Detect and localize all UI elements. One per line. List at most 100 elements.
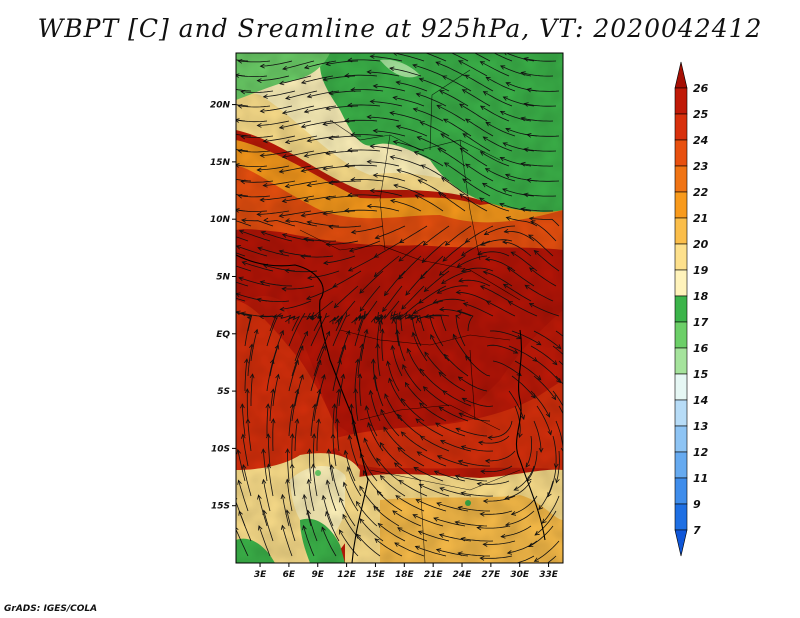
lon-tick-label: 30E [510, 570, 530, 580]
colorbar-label: 9 [693, 498, 701, 511]
streamline [534, 250, 560, 272]
streamline [374, 538, 403, 557]
streamline [323, 75, 356, 81]
streamline-arrow [404, 311, 410, 317]
streamline-arrow [306, 509, 311, 515]
streamline-arrow [347, 267, 354, 272]
colorbar-swatch [674, 217, 688, 245]
streamline-arrow [536, 375, 542, 381]
streamline [242, 464, 252, 497]
streamline [436, 502, 469, 512]
streamline [504, 231, 535, 242]
streamline [282, 494, 290, 527]
streamline-arrow [552, 360, 558, 366]
streamline [450, 53, 469, 62]
streamline [390, 112, 422, 122]
streamline [238, 511, 252, 542]
streamline [437, 148, 466, 167]
streamline-arrow [528, 267, 535, 273]
streamline [351, 134, 384, 137]
streamline-arrow [442, 256, 448, 262]
streamline-arrow [289, 463, 295, 469]
streamline-arrow [220, 307, 224, 311]
streamline-arrow [393, 310, 399, 316]
streamline-arrow [329, 318, 334, 325]
streamline-arrow [334, 418, 340, 424]
streamline [310, 404, 316, 437]
streamline [291, 464, 296, 497]
streamline-arrow [336, 317, 341, 323]
streamline [323, 120, 356, 125]
streamline [502, 188, 535, 197]
streamline [286, 479, 293, 512]
streamline-arrow [236, 448, 241, 455]
streamline [511, 495, 538, 515]
streamline [339, 529, 359, 557]
streamline-arrow [258, 314, 265, 320]
streamline [301, 210, 334, 217]
lat-tick-label: 10N [210, 215, 231, 225]
colorbar-swatch [674, 139, 688, 167]
streamline [279, 120, 312, 129]
streamline [281, 525, 293, 557]
streamline [433, 517, 466, 527]
streamline [257, 247, 290, 257]
streamline-arrow [236, 527, 239, 531]
streamline-arrow [367, 421, 372, 428]
streamline [367, 71, 400, 77]
streamline [329, 225, 362, 228]
streamline-arrow [397, 446, 403, 452]
border-line [429, 69, 471, 151]
streamline [344, 164, 378, 167]
streamline-arrow [500, 533, 506, 539]
streamline-arrow [263, 217, 269, 223]
colorbar-swatch [674, 347, 688, 375]
streamline-arrow [418, 483, 424, 489]
footer-credit: GrADS: IGES/COLA [4, 604, 98, 614]
streamline-arrow [324, 312, 330, 319]
streamline-arrow [415, 418, 421, 424]
streamline-arrow [265, 433, 271, 439]
streamline [272, 418, 274, 452]
streamline [465, 74, 494, 92]
streamline [326, 105, 359, 110]
streamline-arrow [523, 147, 529, 153]
streamline-arrow [281, 154, 288, 159]
streamline [306, 285, 337, 300]
streamline [534, 510, 557, 536]
streamline [442, 240, 469, 262]
streamline [326, 480, 337, 512]
streamline-arrow [504, 495, 510, 501]
map-title: WBPT [C] and Sreamline at 925hPa, VT: 20… [37, 14, 763, 43]
streamline-arrow [389, 155, 395, 160]
streamline [257, 210, 290, 215]
streamline-arrow [215, 290, 219, 294]
streamline-arrow [334, 319, 339, 326]
streamline [398, 255, 422, 280]
streamline-arrow [323, 260, 329, 266]
streamline [279, 75, 312, 85]
streamline [524, 284, 554, 302]
border-line [419, 479, 426, 563]
streamline-arrow [461, 89, 468, 94]
streamline-arrow [285, 448, 290, 454]
streamline-arrow [300, 79, 307, 85]
streamline [356, 533, 381, 557]
streamline-arrow [567, 432, 571, 436]
streamline-arrow [520, 116, 526, 122]
streamline-arrow [256, 123, 262, 128]
streamline [457, 310, 474, 332]
streamline-arrow [459, 103, 465, 109]
streamline-arrow [285, 509, 290, 515]
streamline-arrow [279, 80, 285, 86]
colorbar-cap-top [674, 61, 688, 89]
streamline [263, 479, 271, 512]
country-borders [299, 69, 521, 563]
streamline [461, 492, 494, 497]
streamline-arrow [311, 433, 317, 439]
streamline-arrow [505, 216, 511, 221]
streamline-arrow [402, 363, 407, 370]
streamline-arrow [322, 166, 328, 171]
streamline [384, 270, 406, 296]
streamline-arrow [240, 89, 246, 95]
